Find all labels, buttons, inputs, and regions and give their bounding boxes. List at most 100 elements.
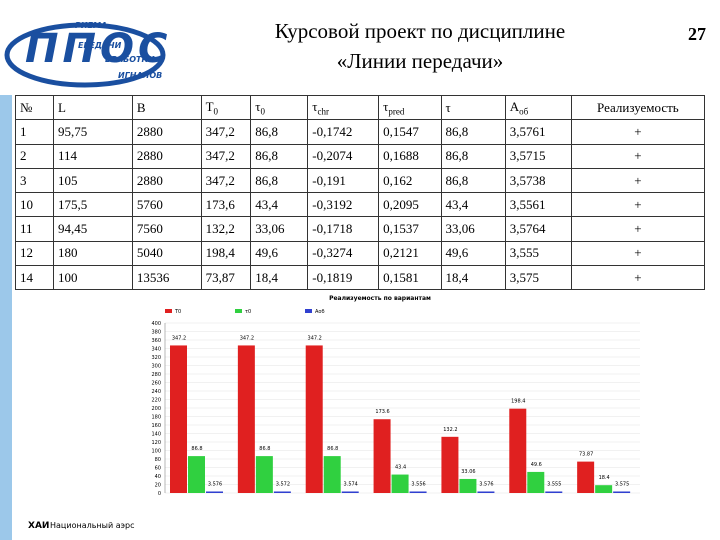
cell: 10 bbox=[15, 192, 54, 218]
header-cell: № bbox=[15, 94, 54, 121]
logo-word: РИЕМА bbox=[75, 21, 107, 30]
y-tick-label: 300 bbox=[151, 364, 161, 370]
cell: 86,8 bbox=[440, 167, 506, 194]
header-text: τ bbox=[445, 99, 451, 115]
bar bbox=[527, 471, 545, 493]
cell: 86,8 bbox=[250, 167, 309, 194]
header-cell: L bbox=[53, 94, 133, 121]
bar bbox=[509, 408, 527, 493]
bar bbox=[577, 461, 595, 493]
header-text: A bbox=[509, 98, 520, 114]
data-label: 3.576 bbox=[208, 481, 222, 487]
header-cell: τpred bbox=[378, 94, 442, 121]
legend-swatch bbox=[305, 309, 312, 313]
cell: 3 bbox=[15, 167, 54, 194]
cell: 86,8 bbox=[250, 143, 309, 169]
y-tick-label: 220 bbox=[151, 398, 161, 404]
bar bbox=[459, 478, 477, 493]
header-text: L bbox=[58, 99, 66, 115]
y-tick-label: 360 bbox=[151, 338, 161, 344]
cell: 0,162 bbox=[378, 167, 442, 194]
cell: 0,1537 bbox=[378, 216, 442, 242]
cell: 43,4 bbox=[440, 192, 506, 218]
header-cell: τ0 bbox=[250, 94, 309, 121]
data-label: 3.556 bbox=[411, 481, 425, 487]
bar bbox=[273, 491, 291, 493]
cell: 3,555 bbox=[504, 240, 572, 267]
cell: + bbox=[570, 143, 706, 169]
cell: -0,1819 bbox=[307, 265, 380, 291]
cell: 18,4 bbox=[440, 265, 506, 291]
cell: -0,1718 bbox=[307, 216, 380, 242]
header-sub: pred bbox=[388, 106, 405, 117]
cell: 105 bbox=[53, 167, 133, 194]
bar bbox=[391, 474, 409, 493]
title-line: «Линии передачи» bbox=[336, 49, 504, 73]
data-label: 347.2 bbox=[308, 335, 322, 341]
header-cell: Aоб bbox=[504, 94, 572, 121]
y-tick-label: 320 bbox=[151, 355, 161, 361]
legend-label: T0 bbox=[174, 309, 181, 315]
cell: 95,75 bbox=[53, 119, 133, 145]
y-tick-label: 20 bbox=[155, 483, 161, 489]
y-tick-label: 180 bbox=[151, 415, 161, 421]
side-strip bbox=[0, 95, 12, 540]
cell: 33,06 bbox=[440, 216, 506, 242]
cell: + bbox=[570, 192, 706, 218]
chart: Реализуемость по вариантам 0 20 40 60 80 100 12… bbox=[150, 294, 645, 506]
logo-letters: ППОС bbox=[25, 26, 171, 72]
logo: ППОС РИЕМА ЕРЕДАЧИ БРАБОТКИ ИГНАЛОВ bbox=[4, 21, 171, 88]
legend-swatch bbox=[165, 309, 172, 313]
header-text: T bbox=[205, 98, 214, 114]
bar bbox=[170, 345, 187, 493]
cell: -0,3274 bbox=[307, 240, 380, 267]
data-label: 86.8 bbox=[191, 446, 202, 452]
cell: 49,6 bbox=[250, 240, 309, 267]
cell: 2880 bbox=[131, 119, 202, 145]
data-label: 347.2 bbox=[172, 335, 186, 341]
bar bbox=[206, 491, 223, 493]
cell: 0,1581 bbox=[378, 265, 442, 291]
cell: 100 bbox=[53, 265, 133, 291]
data-label: 3.574 bbox=[344, 481, 358, 487]
bar bbox=[545, 491, 563, 493]
legend-label: τ0 bbox=[245, 309, 251, 315]
header-sub: 0 bbox=[260, 106, 266, 117]
bar bbox=[441, 436, 459, 493]
data-label: 198.4 bbox=[511, 399, 525, 405]
header-text: τ bbox=[255, 98, 261, 114]
header-sub: 0 bbox=[213, 106, 219, 117]
data-label: 49.6 bbox=[531, 462, 542, 468]
chart-title: Реализуемость по вариантам bbox=[329, 295, 431, 302]
cell: + bbox=[570, 265, 706, 291]
header-text: № bbox=[20, 99, 33, 115]
row: 11 94,45 7560 132,2 33,06 -0,1718 0,1537 33,06 3… bbox=[15, 216, 706, 242]
header-sub: chr bbox=[317, 106, 330, 117]
data-label: 86.8 bbox=[327, 446, 338, 452]
cell: 49,6 bbox=[440, 240, 506, 267]
y-tick-label: 260 bbox=[151, 381, 161, 387]
cell: 13536 bbox=[131, 265, 202, 291]
cell: 12 bbox=[15, 240, 54, 267]
data-label: 43.4 bbox=[395, 465, 406, 471]
cell: 7560 bbox=[131, 216, 202, 242]
cell: 180 bbox=[53, 240, 133, 267]
cell: -0,3192 bbox=[307, 192, 380, 218]
bar bbox=[341, 491, 359, 493]
header-text: Реализуемость bbox=[597, 99, 679, 115]
data-label: 3.572 bbox=[276, 481, 290, 487]
data-label: 33.06 bbox=[461, 469, 475, 475]
header-cell: T0 bbox=[200, 94, 252, 121]
y-tick-label: 200 bbox=[151, 406, 161, 412]
bar bbox=[613, 491, 631, 493]
cell: 73,87 bbox=[200, 265, 252, 291]
logo-word: ИГНАЛОВ bbox=[118, 71, 162, 80]
cell: 132,2 bbox=[200, 216, 252, 242]
table: № L B T0 τ0 τchr τpred τ Aоб Реализуемость 1 95,75 2… bbox=[15, 94, 706, 291]
cell: 3,575 bbox=[504, 265, 572, 291]
cell: 11 bbox=[15, 216, 54, 242]
y-tick-label: 60 bbox=[155, 466, 161, 472]
header-text: B bbox=[136, 99, 146, 115]
cell: 198,4 bbox=[200, 240, 252, 267]
